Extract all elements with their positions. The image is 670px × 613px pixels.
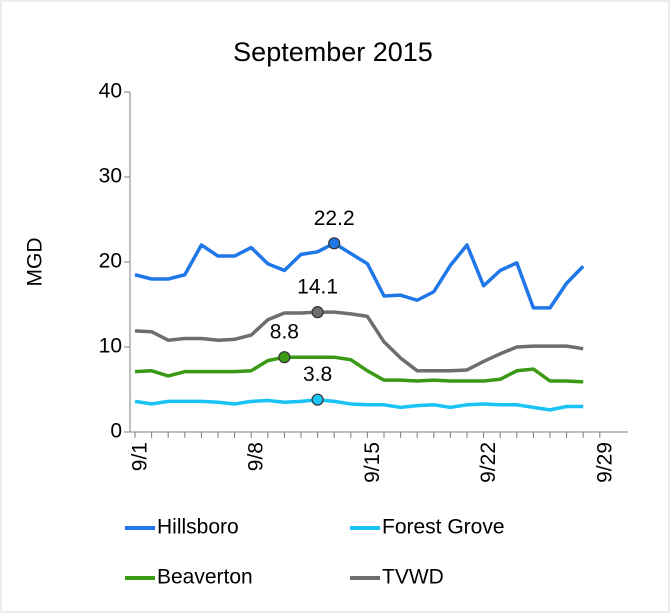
- legend-label: Beaverton: [157, 566, 253, 589]
- legend-label: Hillsboro: [157, 516, 239, 539]
- point-marker: [278, 351, 291, 364]
- series-line: [134, 355, 584, 384]
- data-label: 14.1: [297, 276, 338, 299]
- data-label: 8.8: [270, 321, 299, 344]
- x-tick-label: 9/1: [129, 442, 152, 471]
- series-line: [134, 241, 585, 310]
- chart-title: September 2015: [233, 37, 433, 67]
- data-label: 3.8: [303, 363, 332, 386]
- series-line: [134, 310, 584, 373]
- data-label: 22.2: [314, 207, 355, 230]
- series-line: [134, 397, 584, 412]
- x-tick-label: 9/8: [245, 442, 268, 471]
- x-tick-label: 9/29: [593, 442, 616, 483]
- legend-label: Forest Grove: [382, 516, 505, 539]
- y-tick-label: 10: [99, 335, 122, 358]
- y-tick-label: 0: [110, 420, 122, 443]
- y-tick-label: 40: [99, 80, 122, 103]
- legend-label: TVWD: [382, 566, 444, 589]
- x-tick-label: 9/15: [361, 442, 384, 483]
- point-marker: [328, 237, 341, 250]
- point-marker: [311, 393, 324, 406]
- y-tick-label: 20: [99, 250, 122, 273]
- y-axis-label: MGD: [24, 238, 47, 287]
- y-tick-label: 30: [99, 165, 122, 188]
- point-marker: [311, 306, 324, 319]
- x-tick-label: 9/22: [477, 442, 500, 483]
